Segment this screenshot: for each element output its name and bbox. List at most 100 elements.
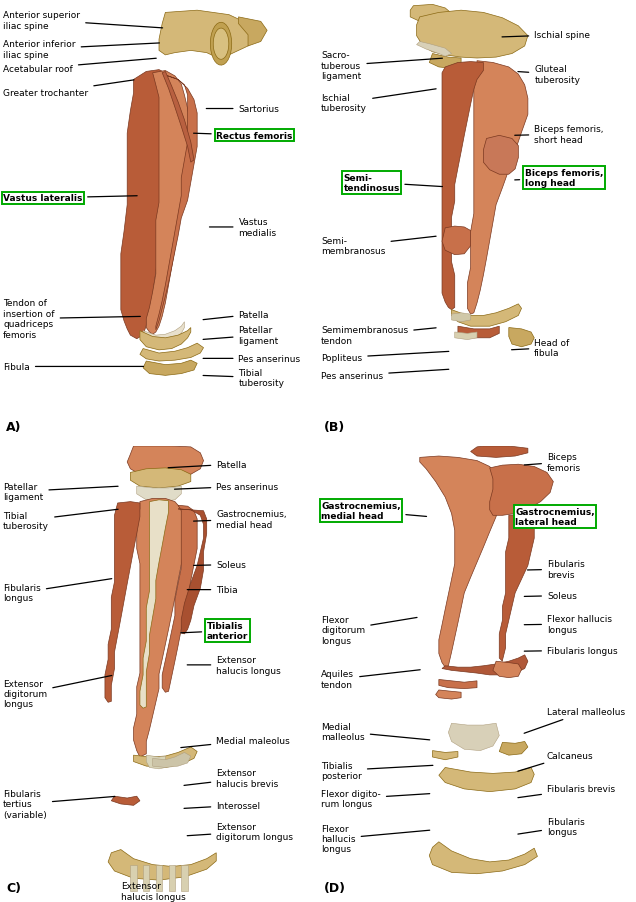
Polygon shape: [169, 865, 175, 890]
Text: Fibularis longus: Fibularis longus: [524, 646, 618, 655]
Polygon shape: [162, 506, 197, 693]
Polygon shape: [159, 11, 254, 58]
Text: Semi-
tendinosus: Semi- tendinosus: [343, 173, 443, 193]
Text: Patella: Patella: [168, 460, 247, 469]
Polygon shape: [417, 11, 528, 59]
Polygon shape: [108, 850, 216, 880]
Text: Anterior superior
iliac spine: Anterior superior iliac spine: [3, 11, 163, 31]
Text: Biceps femoris,
short head: Biceps femoris, short head: [515, 125, 604, 144]
Polygon shape: [493, 661, 522, 678]
Text: Ischial spine: Ischial spine: [502, 32, 590, 41]
Polygon shape: [499, 515, 534, 661]
Polygon shape: [417, 42, 452, 57]
Text: Fibularis brevis: Fibularis brevis: [518, 785, 615, 797]
Text: Pes anserinus: Pes anserinus: [321, 370, 449, 381]
Text: Sacro-
tuberous
ligament: Sacro- tuberous ligament: [321, 51, 443, 81]
Text: Medial
malleolus: Medial malleolus: [321, 723, 430, 741]
Polygon shape: [127, 446, 204, 478]
Text: Rectus femoris: Rectus femoris: [193, 132, 293, 141]
Text: Pes anserinus: Pes anserinus: [174, 482, 279, 491]
Text: Extensor
digitorum
longus: Extensor digitorum longus: [3, 676, 112, 709]
Polygon shape: [137, 486, 181, 502]
Text: Gluteal
tuberosity: Gluteal tuberosity: [518, 65, 580, 85]
Polygon shape: [467, 61, 528, 315]
Text: Aquiles
tendon: Aquiles tendon: [321, 669, 420, 689]
Polygon shape: [143, 361, 197, 376]
Text: Soleus: Soleus: [524, 592, 577, 601]
Text: Tibialis
anterior: Tibialis anterior: [181, 621, 248, 640]
Text: Gastrocnemius,
medial head: Gastrocnemius, medial head: [193, 510, 287, 529]
Text: Ischial
tuberosity: Ischial tuberosity: [321, 89, 436, 113]
Text: Interossel: Interossel: [184, 801, 260, 810]
Polygon shape: [162, 72, 194, 163]
Polygon shape: [146, 74, 178, 93]
Polygon shape: [134, 499, 184, 757]
Polygon shape: [140, 328, 191, 351]
Text: Fibularis
brevis: Fibularis brevis: [527, 560, 584, 579]
Text: Greater trochanter: Greater trochanter: [3, 81, 134, 98]
Polygon shape: [134, 747, 197, 768]
Polygon shape: [238, 18, 267, 47]
Text: Flexor digito-
rum longus: Flexor digito- rum longus: [321, 789, 430, 808]
Text: Fibularis
longus: Fibularis longus: [518, 817, 584, 836]
Text: Patellar
ligament: Patellar ligament: [203, 326, 279, 345]
Polygon shape: [448, 723, 499, 750]
Polygon shape: [442, 655, 528, 676]
Text: Tibial
tuberosity: Tibial tuberosity: [3, 510, 118, 530]
Text: Semimembranosus
tendon: Semimembranosus tendon: [321, 326, 436, 345]
Text: Patella: Patella: [203, 310, 269, 320]
Polygon shape: [143, 322, 184, 343]
Polygon shape: [429, 54, 461, 69]
Text: Tibia: Tibia: [187, 585, 238, 594]
Polygon shape: [490, 465, 553, 516]
Text: Popliteus: Popliteus: [321, 352, 449, 363]
Polygon shape: [130, 865, 137, 890]
Polygon shape: [153, 752, 191, 768]
Text: Medial maleolus: Medial maleolus: [181, 736, 290, 748]
Text: Tibialis
posterior: Tibialis posterior: [321, 760, 433, 780]
Text: Biceps
femoris: Biceps femoris: [524, 453, 581, 472]
Text: (B): (B): [324, 421, 345, 434]
Polygon shape: [105, 502, 140, 703]
Text: (D): (D): [324, 881, 347, 894]
Text: Acetabular roof: Acetabular roof: [3, 60, 156, 74]
Polygon shape: [213, 29, 229, 60]
Polygon shape: [140, 501, 169, 708]
Polygon shape: [429, 842, 537, 874]
Polygon shape: [146, 71, 191, 335]
Polygon shape: [156, 865, 162, 890]
Polygon shape: [452, 305, 522, 327]
Text: Biceps femoris,
long head: Biceps femoris, long head: [515, 169, 603, 189]
Text: A): A): [6, 421, 22, 434]
Text: Soleus: Soleus: [193, 560, 246, 569]
Polygon shape: [442, 62, 483, 310]
Polygon shape: [471, 446, 528, 458]
Text: Patellar
ligament: Patellar ligament: [3, 482, 118, 502]
Text: Vastus
medialis: Vastus medialis: [209, 218, 277, 237]
Polygon shape: [420, 456, 499, 667]
Polygon shape: [211, 23, 232, 66]
Text: Lateral malleolus: Lateral malleolus: [524, 707, 625, 733]
Text: Fibularis
longus: Fibularis longus: [3, 579, 112, 603]
Polygon shape: [455, 333, 477, 340]
Text: Vastus lateralis: Vastus lateralis: [3, 194, 137, 203]
Polygon shape: [156, 76, 197, 330]
Polygon shape: [140, 344, 204, 362]
Text: Flexor
digitorum
longus: Flexor digitorum longus: [321, 615, 417, 645]
Text: Fibularis
tertius
(variable): Fibularis tertius (variable): [3, 789, 115, 819]
Polygon shape: [436, 690, 461, 699]
Polygon shape: [143, 865, 149, 890]
Polygon shape: [432, 750, 458, 759]
Polygon shape: [111, 796, 140, 805]
Text: Flexor
hallucis
longus: Flexor hallucis longus: [321, 824, 430, 853]
Polygon shape: [410, 5, 452, 23]
Polygon shape: [499, 741, 528, 755]
Polygon shape: [130, 468, 191, 488]
Polygon shape: [146, 755, 165, 769]
Polygon shape: [121, 70, 181, 339]
Text: Extensor
halucis brevis: Extensor halucis brevis: [184, 769, 279, 787]
Text: C): C): [6, 881, 22, 894]
Text: Extensor
halucis longus: Extensor halucis longus: [187, 656, 281, 675]
Polygon shape: [439, 768, 534, 792]
Text: Anterior inferior
iliac spine: Anterior inferior iliac spine: [3, 41, 160, 60]
